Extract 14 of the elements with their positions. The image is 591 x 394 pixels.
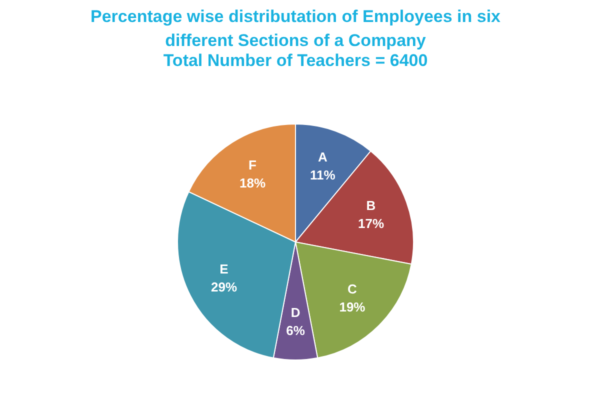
slice-label: A	[318, 150, 328, 165]
chart-title: Percentage wise distributation of Employees in six different Sections of a Company	[90, 7, 502, 50]
slice-label: E	[220, 261, 229, 276]
data-label: 17%	[358, 216, 384, 231]
chart-subtitle: Total Number of Teachers = 6400	[163, 51, 428, 70]
data-label: 11%	[310, 168, 336, 183]
data-label: 6%	[286, 323, 306, 338]
slice-label: B	[366, 198, 376, 213]
slice-label: D	[290, 305, 300, 320]
slice-label: C	[348, 282, 358, 297]
data-label: 18%	[239, 175, 266, 190]
slice-label: F	[248, 157, 257, 172]
data-label: 19%	[339, 300, 366, 315]
data-label: 29%	[210, 279, 238, 294]
